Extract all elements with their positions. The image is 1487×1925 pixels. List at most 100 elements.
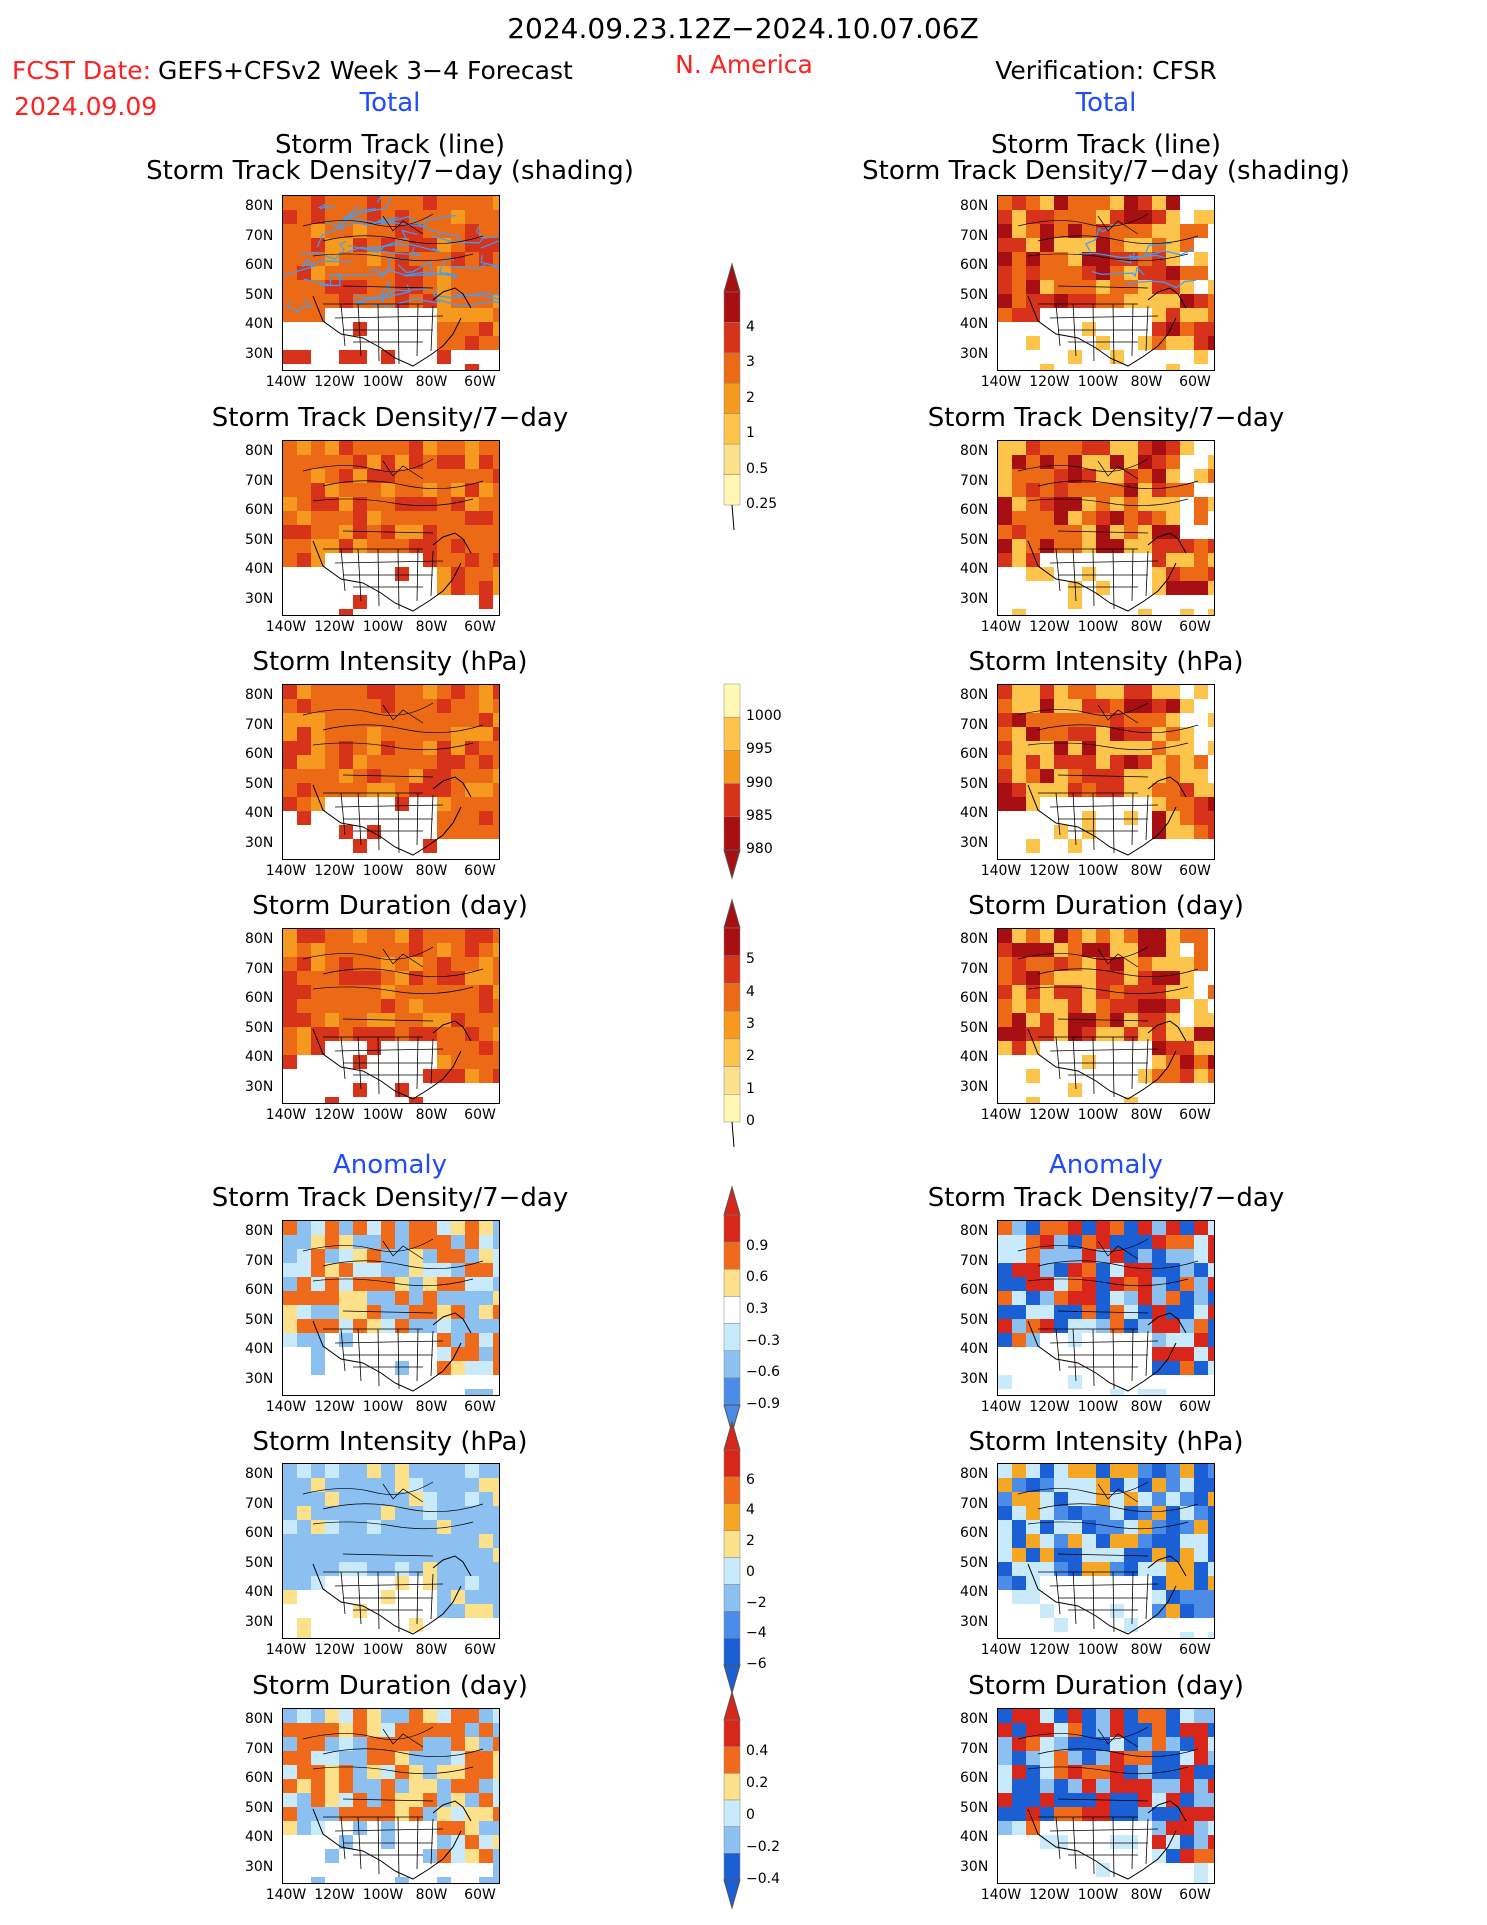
shade-cell [1138, 1235, 1152, 1249]
shade-cell [1082, 1709, 1096, 1723]
shade-cell [1166, 1291, 1180, 1305]
shade-cell [1012, 1319, 1026, 1333]
shade-cell [409, 1277, 423, 1291]
shade-cell [1166, 1849, 1180, 1863]
shade-cell [325, 1263, 339, 1277]
shade-cell [311, 539, 325, 553]
shade-cell [1166, 783, 1180, 797]
shade-cell [451, 336, 465, 350]
shade-cell [409, 1793, 423, 1807]
shade-cell [1152, 1779, 1166, 1793]
shade-cell [283, 1779, 297, 1793]
shade-cell [381, 455, 395, 469]
lon-tick-label: 80W [1130, 1107, 1163, 1123]
shade-cell [1124, 1305, 1138, 1319]
shade-cell [1166, 294, 1180, 308]
shade-cell [1152, 1389, 1166, 1395]
colorbar-swatch [723, 1449, 741, 1478]
shade-cell [297, 210, 311, 224]
shade-cell [367, 957, 381, 971]
lat-tick-label: 40N [960, 805, 989, 821]
shade-cell [1166, 308, 1180, 322]
shade-cell [1152, 1821, 1166, 1835]
map-canvas [283, 196, 499, 370]
shade-cell [465, 929, 479, 943]
shade-cell [437, 224, 451, 238]
map-canvas [998, 1709, 1214, 1883]
shade-cell [998, 308, 1012, 322]
shade-cell [367, 1492, 381, 1506]
shade-cell [479, 1534, 493, 1548]
shade-cell [1208, 1333, 1214, 1347]
shade-cell [1208, 1055, 1214, 1069]
shade-cell [325, 783, 339, 797]
shade-cell [409, 1751, 423, 1765]
shade-cell [423, 553, 437, 567]
shade-cell [367, 999, 381, 1013]
shade-cell [283, 1590, 297, 1604]
panel-title: Storm Track (line) [991, 130, 1221, 160]
shade-cell [297, 1027, 311, 1041]
shade-cell [1152, 1041, 1166, 1055]
shade-cell [1180, 1534, 1194, 1548]
shade-cell [1040, 1013, 1054, 1027]
shade-cell [1152, 581, 1166, 595]
shade-cell [1138, 196, 1152, 210]
coastline [302, 702, 484, 856]
shade-cell [1208, 825, 1214, 839]
shade-cell [353, 280, 367, 294]
shade-cell [1166, 1464, 1180, 1478]
shade-cell [479, 1389, 493, 1395]
shade-cell [1082, 1055, 1096, 1069]
shade-cell [437, 266, 451, 280]
shade-cell [1138, 971, 1152, 985]
shade-cell [1166, 497, 1180, 511]
shade-cell [1040, 1277, 1054, 1291]
shade-cell [493, 238, 499, 252]
shade-cell [283, 224, 297, 238]
shade-cell [451, 1604, 465, 1618]
shade-cell [1068, 741, 1082, 755]
shade-cell [409, 1618, 423, 1632]
shade-cell [437, 567, 451, 581]
shade-cell [1054, 1492, 1068, 1506]
shade-cell [1138, 755, 1152, 769]
shade-cell [493, 1055, 499, 1069]
shade-cell [1194, 1765, 1208, 1779]
shade-cell [493, 741, 499, 755]
shade-cell [1026, 1249, 1040, 1263]
lon-tick-label: 140W [265, 863, 307, 879]
shade-cell [1012, 1305, 1026, 1319]
shade-cell [1194, 1319, 1208, 1333]
shade-cell [1166, 553, 1180, 567]
shade-cell [339, 280, 353, 294]
shade-cell [1012, 1027, 1026, 1041]
lat-tick-label: 70N [245, 716, 274, 733]
shade-cell [1096, 1765, 1110, 1779]
shade-cell [1194, 1027, 1208, 1041]
colorbar-swatch [723, 716, 741, 751]
shade-cell [1180, 1263, 1194, 1277]
shade-cell [353, 224, 367, 238]
shade-cell [1096, 1751, 1110, 1765]
shade-cell [283, 741, 297, 755]
shade-cell [353, 999, 367, 1013]
shade-cell [297, 553, 311, 567]
shade-cell [353, 196, 367, 210]
shade-cell [339, 483, 353, 497]
shade-cell [1152, 1590, 1166, 1604]
shade-cell [395, 943, 409, 957]
shade-cell [1180, 1347, 1194, 1361]
shade-cell [1096, 441, 1110, 455]
shade-cell [1138, 1277, 1152, 1291]
shade-cell [1040, 685, 1054, 699]
shade-cell [493, 1249, 499, 1263]
shade-cell [1194, 755, 1208, 769]
shade-cell [1082, 783, 1096, 797]
shade-cell [353, 539, 367, 553]
shade-cell [1124, 985, 1138, 999]
colorbar-tick-label: 3 [746, 354, 755, 370]
shade-cell [1054, 539, 1068, 553]
shade-cell [395, 685, 409, 699]
lon-tick-label: 120W [1029, 1399, 1070, 1415]
